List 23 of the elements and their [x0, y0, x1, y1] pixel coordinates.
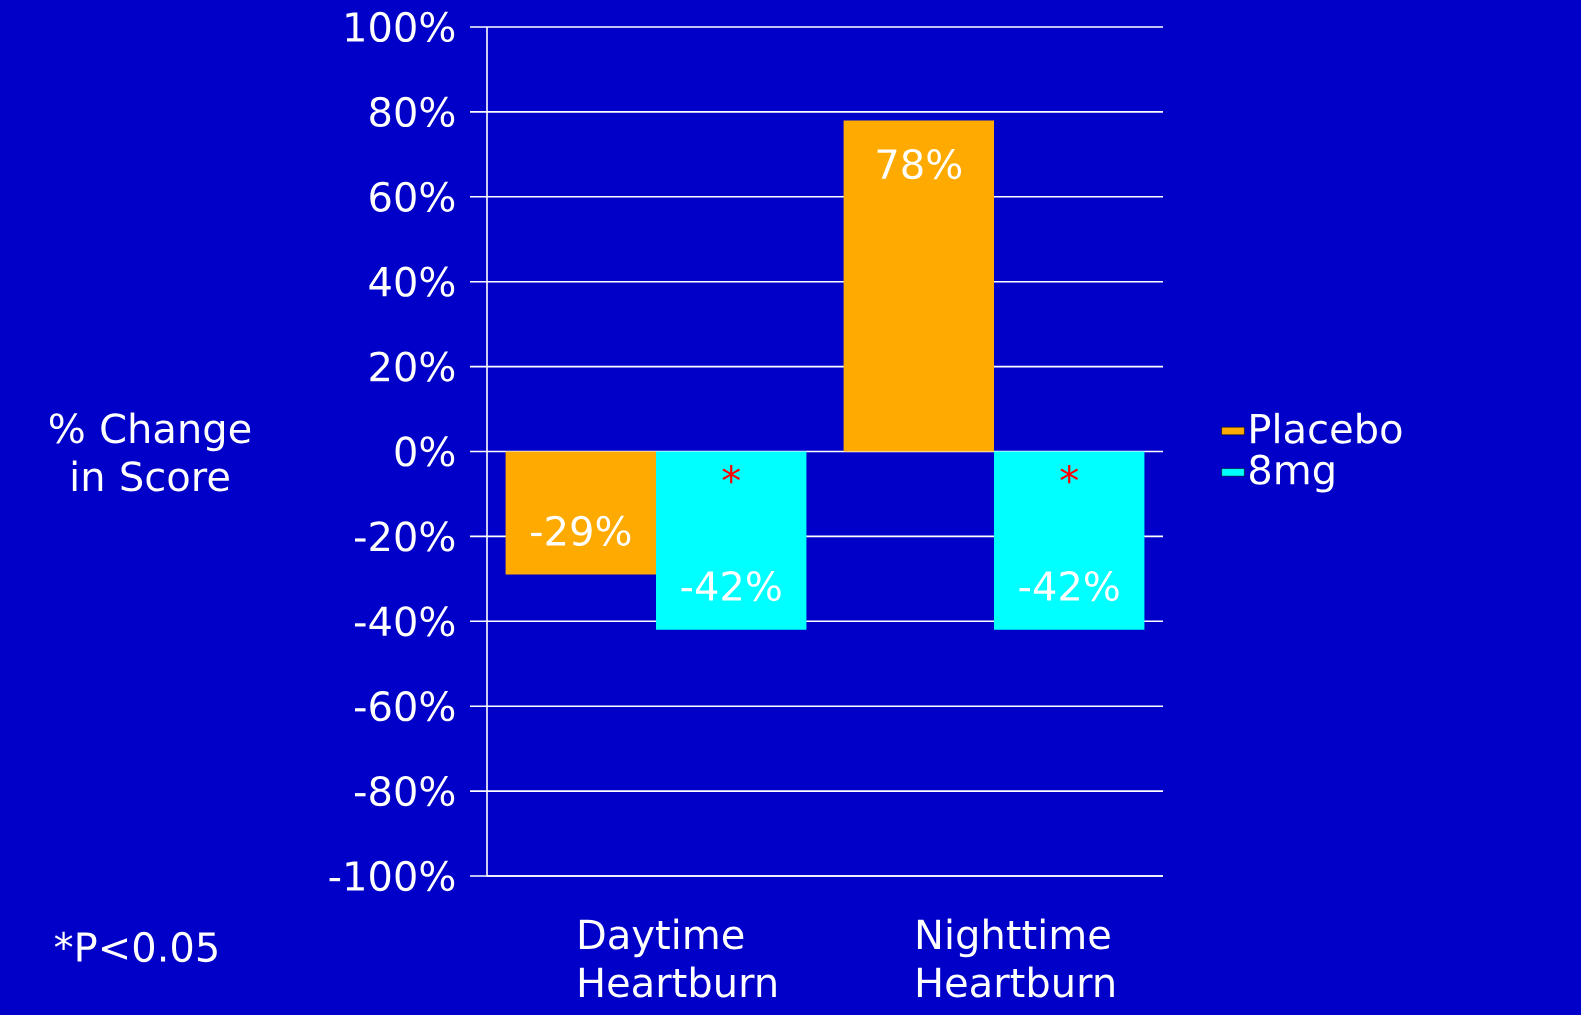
- y-tick-label: 20%: [370, 351, 455, 382]
- text: *P<0.05: [54, 931, 217, 963]
- y-tick-label: -20%: [355, 521, 455, 552]
- legend-label: Placebo: [1251, 412, 1402, 444]
- data-label: -42%: [1019, 570, 1119, 602]
- y-tick-label: -80%: [355, 775, 455, 807]
- data-label: -29%: [531, 515, 631, 546]
- annotation: *: [722, 465, 741, 484]
- y-tick-label: 60%: [370, 181, 455, 212]
- data-label: -42%: [681, 570, 781, 602]
- y-tick-label: -60%: [355, 691, 455, 722]
- y-tick-label: 40%: [369, 266, 455, 297]
- y-tick-label: -100%: [329, 860, 455, 892]
- y-tick-label: 0%: [395, 436, 455, 467]
- y-tick-label: 80%: [370, 96, 455, 128]
- y-tick-label: -40%: [355, 606, 455, 637]
- x-tick-label: Daytime Heartburn: [579, 918, 776, 998]
- y-tick-label: 100%: [346, 11, 455, 43]
- x-tick-label: Nighttime Heartburn: [917, 918, 1114, 998]
- data-label: 78%: [877, 148, 962, 180]
- annotation: *: [1060, 465, 1079, 484]
- legend-label: 8mg: [1250, 454, 1334, 493]
- y-axis-title: % Change in Score: [49, 412, 251, 492]
